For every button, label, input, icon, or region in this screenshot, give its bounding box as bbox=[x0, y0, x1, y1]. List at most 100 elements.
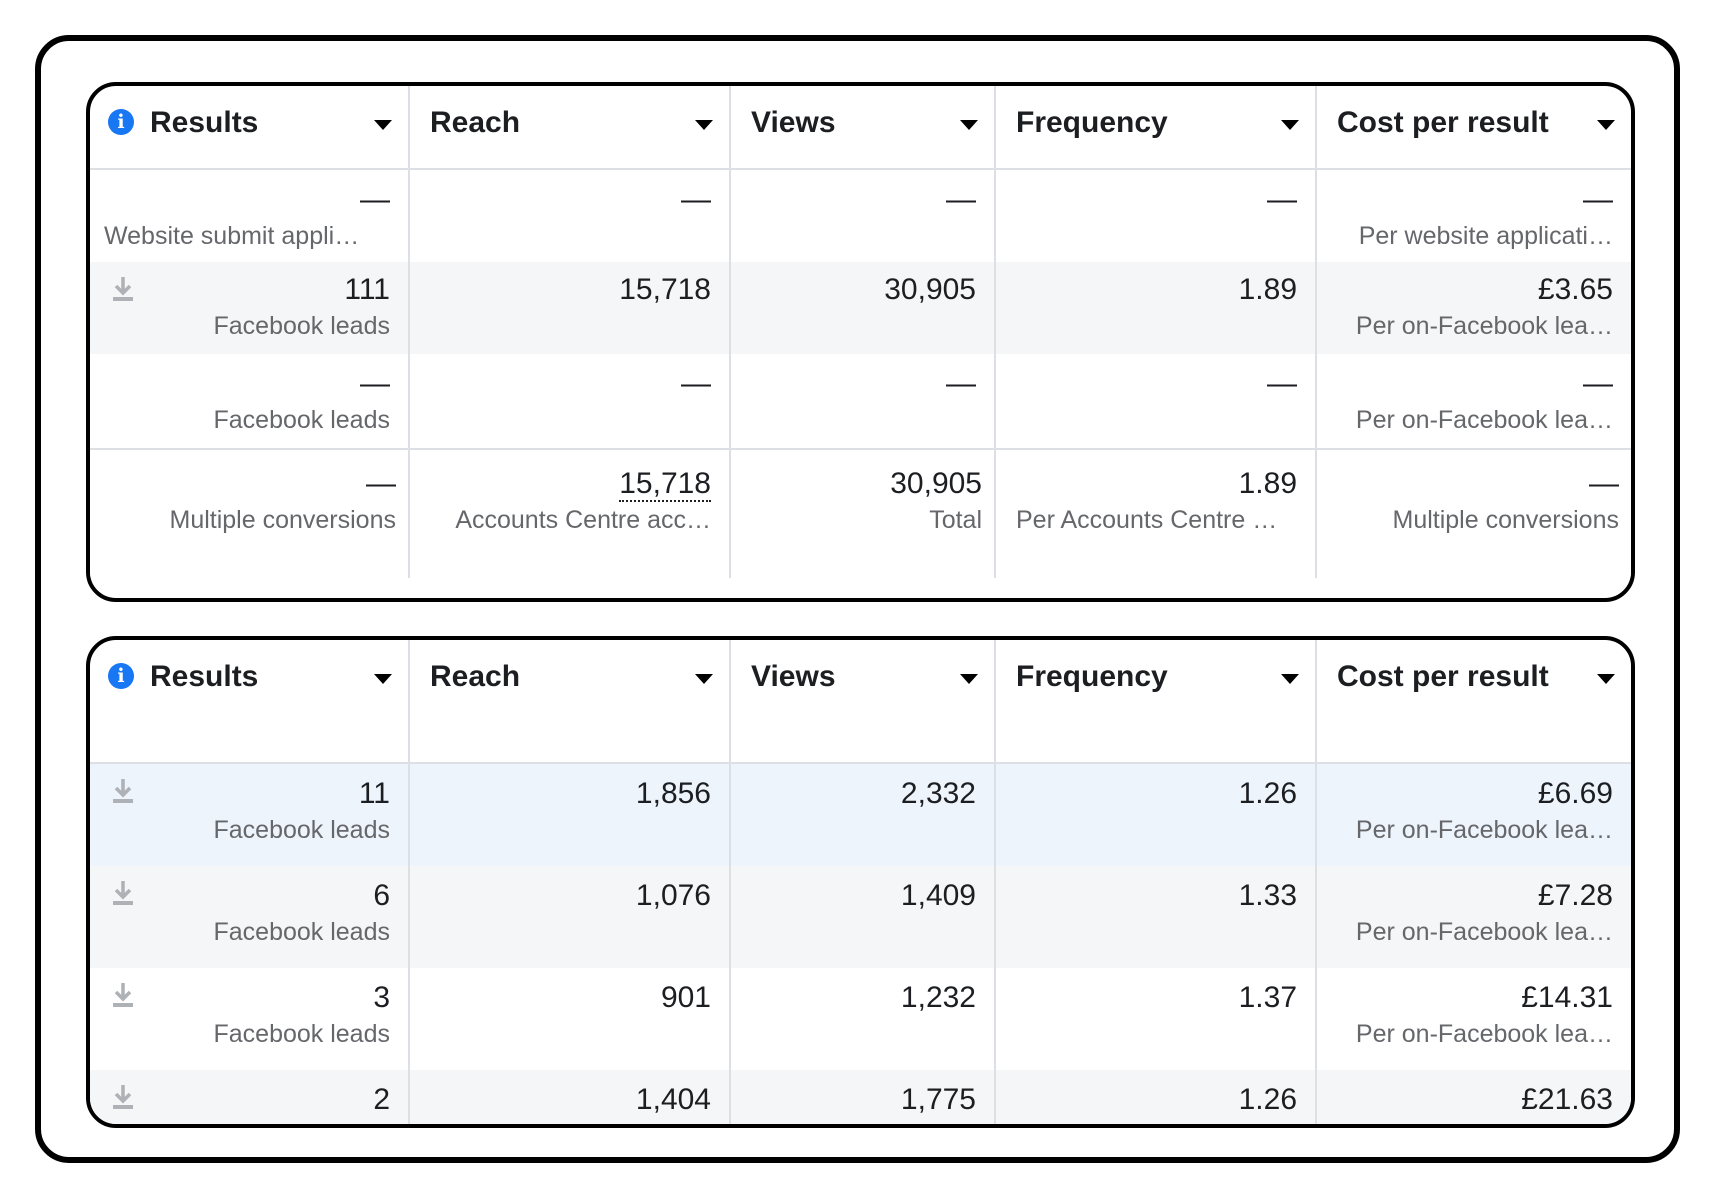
reach-value: 1,404 bbox=[635, 1083, 711, 1116]
reach-value: 15,718 bbox=[619, 273, 711, 306]
ads-table-top: i Results Reach Views Frequency Cost per… bbox=[86, 82, 1635, 602]
download-icon[interactable] bbox=[112, 1084, 134, 1110]
caret-down-icon[interactable] bbox=[960, 120, 978, 130]
table-row[interactable]: 11 Facebook leads 1,856 2,332 1.26 £6.69 P… bbox=[90, 764, 1631, 866]
table-row[interactable]: 2 1,404 1,775 1.26 £21.63 bbox=[90, 1070, 1631, 1124]
caret-down-icon[interactable] bbox=[1597, 120, 1615, 130]
caret-down-icon[interactable] bbox=[1597, 674, 1615, 684]
cost-label: Per on-Facebook lea… bbox=[1355, 312, 1613, 340]
caret-down-icon[interactable] bbox=[1281, 120, 1299, 130]
caret-down-icon[interactable] bbox=[374, 120, 392, 130]
results-label: Facebook leads bbox=[213, 406, 390, 434]
table-row[interactable]: — Website submit appli… — — — — Per websit… bbox=[90, 170, 1631, 262]
ads-table-bottom: i Results Reach Views Frequency Cost per… bbox=[86, 636, 1635, 1128]
table-row[interactable]: 3 Facebook leads 901 1,232 1.37 £14.31 Per… bbox=[90, 968, 1631, 1070]
column-title-reach: Reach bbox=[430, 106, 521, 139]
views-value: 30,905 bbox=[890, 467, 982, 500]
results-value: 111 bbox=[344, 273, 390, 306]
cost-value: — bbox=[1583, 183, 1613, 216]
column-header-reach[interactable]: Reach bbox=[410, 86, 731, 170]
cost-value: — bbox=[1589, 467, 1619, 500]
cost-value: £21.63 bbox=[1521, 1083, 1613, 1116]
column-header-results[interactable]: i Results bbox=[90, 640, 410, 764]
results-label: Facebook leads bbox=[213, 816, 390, 844]
frequency-value: 1.33 bbox=[1238, 879, 1297, 912]
views-value: 1,232 bbox=[900, 981, 976, 1014]
cost-label: Per on-Facebook lea… bbox=[1355, 1020, 1613, 1048]
column-header-reach[interactable]: Reach bbox=[410, 640, 731, 764]
cost-label: Multiple conversions bbox=[1392, 506, 1620, 534]
column-title-reach: Reach bbox=[430, 660, 521, 693]
table-row[interactable]: 111 Facebook leads 15,718 30,905 1.89 £3.… bbox=[90, 262, 1631, 354]
views-label: Total bbox=[929, 506, 982, 534]
reach-value: — bbox=[681, 367, 711, 400]
cost-value: £3.65 bbox=[1537, 273, 1613, 306]
results-label: Facebook leads bbox=[213, 1020, 390, 1048]
reach-value: — bbox=[681, 183, 711, 216]
caret-down-icon[interactable] bbox=[695, 120, 713, 130]
column-title-views: Views bbox=[751, 106, 836, 139]
results-value: — bbox=[366, 467, 396, 500]
frequency-value: — bbox=[1267, 183, 1297, 216]
column-header-results[interactable]: i Results bbox=[90, 86, 410, 170]
table-row[interactable]: — Facebook leads — — — — Per on-Facebook l… bbox=[90, 354, 1631, 448]
reach-value: 901 bbox=[660, 981, 711, 1014]
reach-value: 1,076 bbox=[635, 879, 711, 912]
summary-row: — Multiple conversions 15,718 Accounts Cen… bbox=[90, 448, 1631, 578]
results-value: 11 bbox=[358, 777, 390, 810]
views-value: 1,409 bbox=[900, 879, 976, 912]
column-title-results: Results bbox=[150, 106, 259, 139]
frequency-value: 1.89 bbox=[1238, 467, 1297, 500]
cost-value: £14.31 bbox=[1521, 981, 1613, 1014]
frequency-label: Per Accounts Centre … bbox=[1016, 506, 1278, 534]
views-value: 1,775 bbox=[900, 1083, 976, 1116]
views-value: — bbox=[946, 183, 976, 216]
column-title-cost-per-result: Cost per result bbox=[1337, 106, 1549, 139]
results-label: Facebook leads bbox=[213, 918, 390, 946]
reach-label: Accounts Centre acc… bbox=[455, 506, 711, 534]
caret-down-icon[interactable] bbox=[374, 674, 392, 684]
column-title-frequency: Frequency bbox=[1016, 660, 1168, 693]
column-header-views[interactable]: Views bbox=[731, 640, 996, 764]
results-label: Website submit appli… bbox=[104, 222, 360, 250]
results-value: 2 bbox=[373, 1083, 390, 1116]
info-icon[interactable]: i bbox=[108, 109, 134, 135]
column-title-results: Results bbox=[150, 660, 259, 693]
cost-label: Per on-Facebook lea… bbox=[1355, 406, 1613, 434]
reach-value: 1,856 bbox=[635, 777, 711, 810]
frequency-value: 1.89 bbox=[1238, 273, 1297, 306]
results-value: — bbox=[360, 367, 390, 400]
results-value: 3 bbox=[373, 981, 390, 1014]
cost-value: £7.28 bbox=[1537, 879, 1613, 912]
info-icon[interactable]: i bbox=[108, 663, 134, 689]
cost-value: £6.69 bbox=[1537, 777, 1613, 810]
reach-value[interactable]: 15,718 bbox=[619, 467, 711, 502]
frequency-value: 1.37 bbox=[1238, 981, 1297, 1014]
results-label: Multiple conversions bbox=[169, 506, 397, 534]
caret-down-icon[interactable] bbox=[960, 674, 978, 684]
download-icon[interactable] bbox=[112, 880, 134, 906]
views-value: 30,905 bbox=[884, 273, 976, 306]
caret-down-icon[interactable] bbox=[1281, 674, 1299, 684]
frequency-value: 1.26 bbox=[1238, 1083, 1297, 1116]
frequency-value: 1.26 bbox=[1238, 777, 1297, 810]
column-header-cost-per-result[interactable]: Cost per result bbox=[1317, 86, 1631, 170]
column-header-cost-per-result[interactable]: Cost per result bbox=[1317, 640, 1631, 764]
column-header-views[interactable]: Views bbox=[731, 86, 996, 170]
table-row[interactable]: 6 Facebook leads 1,076 1,409 1.33 £7.28 Pe… bbox=[90, 866, 1631, 968]
cost-label: Per website applicati… bbox=[1358, 222, 1613, 250]
results-value: 6 bbox=[373, 879, 390, 912]
results-label: Facebook leads bbox=[213, 312, 390, 340]
column-title-views: Views bbox=[751, 660, 836, 693]
download-icon[interactable] bbox=[112, 982, 134, 1008]
download-icon[interactable] bbox=[112, 778, 134, 804]
cost-label: Per on-Facebook lea… bbox=[1355, 816, 1613, 844]
views-value: — bbox=[946, 367, 976, 400]
column-title-frequency: Frequency bbox=[1016, 106, 1168, 139]
column-header-frequency[interactable]: Frequency bbox=[996, 86, 1317, 170]
views-value: 2,332 bbox=[900, 777, 976, 810]
download-icon[interactable] bbox=[112, 276, 134, 302]
column-header-frequency[interactable]: Frequency bbox=[996, 640, 1317, 764]
frequency-value: — bbox=[1267, 367, 1297, 400]
caret-down-icon[interactable] bbox=[695, 674, 713, 684]
